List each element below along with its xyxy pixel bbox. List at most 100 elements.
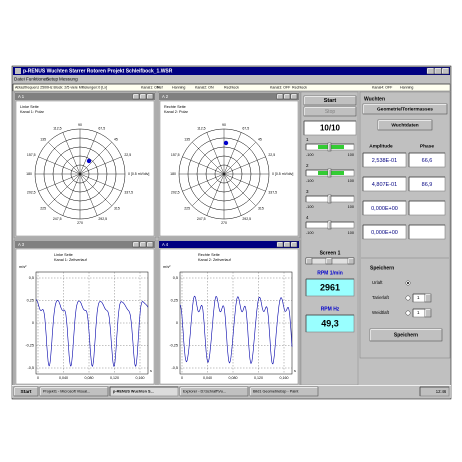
- plot-area: [15, 248, 155, 385]
- hz-label: RPM Hz: [321, 306, 340, 312]
- polar-spoke: [223, 132, 242, 175]
- y-tick-label: -0,25: [169, 344, 178, 348]
- polar-angle-label: 135: [184, 137, 190, 141]
- y-tick-label: 0,25: [171, 299, 178, 303]
- button[interactable]: [13, 386, 39, 397]
- x-tick-label: 0: [181, 376, 183, 380]
- slider-thumb: [327, 168, 332, 178]
- y-tick-label: -0,5: [171, 366, 178, 370]
- polar-spoke: [182, 156, 225, 175]
- scroll-thumb: [325, 257, 333, 265]
- polar-angle-label: 45: [258, 137, 262, 141]
- window-control: [276, 241, 284, 248]
- combo-value[interactable]: 1: [417, 295, 420, 300]
- polar-angle-label: 90: [222, 123, 226, 127]
- status-text: Rechteck: [224, 86, 239, 90]
- polar-angle-label: 112,5: [53, 127, 62, 131]
- task-label[interactable]: Bild1 Geometriebsp - Paint: [253, 390, 299, 394]
- menu-item[interactable]: Funktionen: [26, 77, 49, 82]
- status-text: Hanning: [172, 86, 185, 90]
- plot-caption: Kanal 1: Zeitverlauf: [54, 258, 88, 262]
- combo-value[interactable]: 1: [417, 310, 420, 315]
- polar-angle-label: 67,5: [242, 127, 249, 131]
- button-label[interactable]: Start: [324, 98, 337, 104]
- slider-min: -100: [306, 205, 314, 209]
- slider-label: 1: [306, 137, 309, 142]
- window-control: [426, 67, 435, 75]
- polar-spoke: [79, 173, 122, 192]
- menu-item[interactable]: Setup: [46, 77, 58, 82]
- subwindow-title: A 3: [18, 242, 25, 247]
- subwindow-title-bar: [15, 93, 155, 100]
- y-tick-label: 0,25: [27, 299, 34, 303]
- window-control: [139, 93, 147, 100]
- polar-angle-label: 225: [184, 207, 190, 211]
- menu-item[interactable]: Datei: [14, 77, 25, 82]
- polar-spoke: [79, 173, 98, 216]
- button: [303, 106, 357, 117]
- button[interactable]: [362, 103, 448, 115]
- amplitude-value: 4,807E-01: [372, 182, 397, 188]
- task-label[interactable]: Explorer - D:\Schraff\Vu...: [183, 390, 226, 394]
- button-label[interactable]: Speichern: [394, 332, 418, 338]
- y-tick-label: 0,5: [29, 276, 34, 280]
- button-label[interactable]: Wuchtdaten: [391, 122, 418, 128]
- plot-caption: Linke Seite: [20, 105, 39, 109]
- button[interactable]: [303, 95, 357, 106]
- radio-button[interactable]: [405, 295, 411, 301]
- window-control: [441, 67, 450, 75]
- window-control: [139, 241, 147, 248]
- polar-angle-label: 247,5: [197, 217, 206, 221]
- polar-point: [86, 158, 92, 164]
- polar-angle-label: 180: [170, 172, 176, 176]
- task-label[interactable]: p-RENUS Wuchten S...: [113, 390, 154, 394]
- radio-dot: [407, 282, 409, 284]
- polar-angle-label: 315: [258, 207, 264, 211]
- x-tick-label: 0,160: [136, 376, 145, 380]
- slider-thumb: [327, 194, 332, 204]
- plot-caption: Linke Seite: [54, 253, 73, 257]
- panel-title: Wuchten: [364, 96, 385, 102]
- subwindow-title-bar: [159, 241, 299, 248]
- button[interactable]: [377, 119, 433, 131]
- status-text: Abtastfrequenz 2500Hz Block: 2/5 viele M…: [15, 86, 107, 90]
- window-control: [146, 241, 154, 248]
- subwindow-title: A 2: [162, 94, 169, 99]
- button-label[interactable]: Geometrie/Toriermasses: [377, 106, 433, 112]
- task-label[interactable]: Projekt1 - Microsoft Visual...: [43, 390, 90, 394]
- polar-spoke: [79, 132, 98, 175]
- subwindow-title: A 4: [162, 242, 169, 247]
- button[interactable]: [369, 328, 443, 342]
- polar-angle-label: 67,5: [98, 127, 105, 131]
- window-control: [283, 241, 291, 248]
- polar-angle-label: 180: [26, 172, 32, 176]
- window-control: [434, 67, 442, 75]
- menu-item[interactable]: Messung: [59, 77, 78, 82]
- button-label[interactable]: Start: [21, 389, 32, 395]
- hz-value: 49,3: [321, 318, 339, 328]
- radio-button[interactable]: [405, 310, 411, 316]
- rpm-value: 2961: [320, 282, 340, 292]
- slider-max: 100: [348, 205, 354, 209]
- polar-spoke: [223, 173, 242, 216]
- polar-angle-label: 247,5: [53, 217, 62, 221]
- option-label[interactable]: Weidtlaft: [372, 310, 390, 315]
- polar-spoke: [192, 142, 225, 175]
- slider-label: 2: [306, 163, 309, 168]
- polar-spoke: [48, 142, 81, 175]
- status-text: Kanal1: ON: [141, 86, 160, 90]
- option-label[interactable]: Urlaft: [372, 280, 383, 285]
- polar-spoke: [182, 173, 225, 192]
- polar-angle-label: 270: [221, 221, 227, 225]
- window-control: [276, 93, 284, 100]
- slider-min: -100: [306, 153, 314, 157]
- option-label[interactable]: Tarierlaft: [372, 295, 390, 300]
- subwindow-title-bar: [15, 241, 155, 248]
- polar-angle-label: 225: [40, 207, 46, 211]
- subwindow-title: A 1: [18, 94, 25, 99]
- polar-spoke: [192, 173, 225, 206]
- scroll-button: [347, 257, 355, 265]
- combo-arrow: [424, 293, 432, 303]
- window-control: [132, 241, 140, 248]
